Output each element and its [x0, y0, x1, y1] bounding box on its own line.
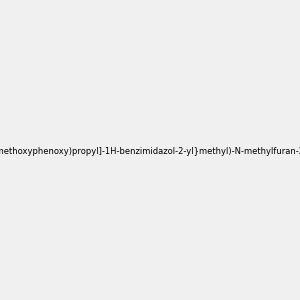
- Text: N-({1-[3-(3-methoxyphenoxy)propyl]-1H-benzimidazol-2-yl}methyl)-N-methylfuran-2-: N-({1-[3-(3-methoxyphenoxy)propyl]-1H-be…: [0, 147, 300, 156]
